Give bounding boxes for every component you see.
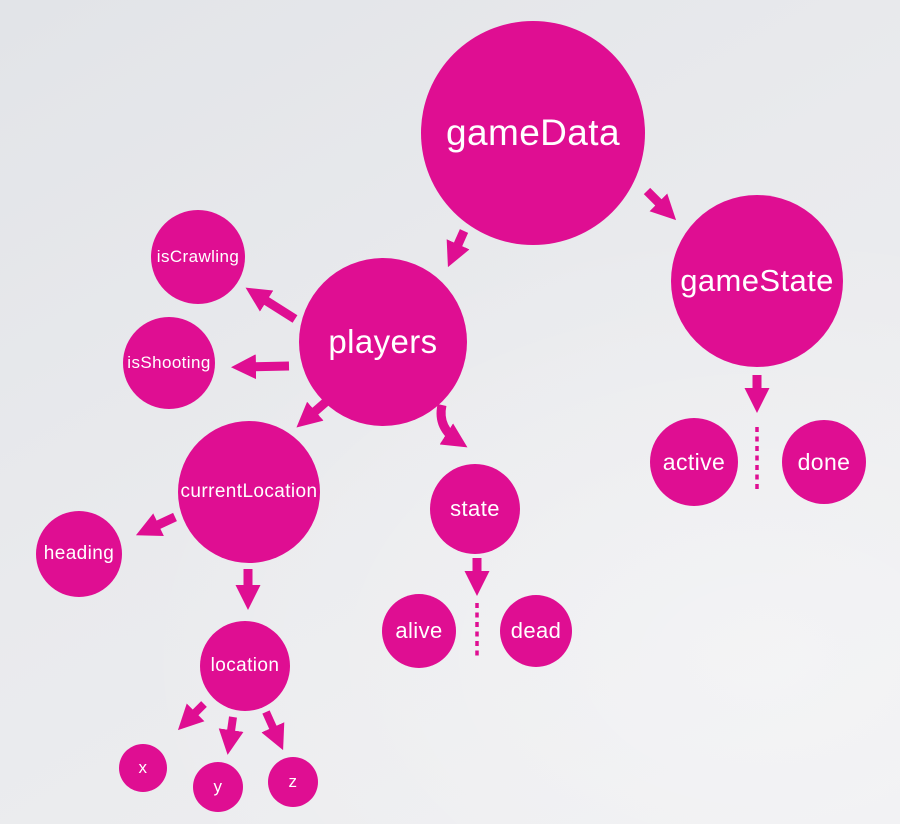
node-x: x	[119, 744, 167, 792]
node-gamestate: gameState	[671, 195, 843, 367]
node-state-label: state	[450, 496, 500, 521]
arrow-players-iscrawling	[245, 287, 298, 323]
node-isshooting-label: isShooting	[127, 353, 211, 372]
node-y-label: y	[213, 777, 223, 796]
node-location-label: location	[210, 655, 280, 676]
node-dead: dead	[500, 595, 572, 667]
node-location: location	[200, 621, 290, 711]
node-alive: alive	[382, 594, 456, 668]
node-heading-label: heading	[43, 543, 115, 564]
node-gamedata-label: gameData	[446, 112, 620, 153]
arrow-location-y	[218, 716, 244, 755]
node-z: z	[268, 757, 318, 807]
node-players-label: players	[328, 323, 438, 360]
node-gamestate-label: gameState	[680, 263, 834, 298]
node-isshooting: isShooting	[123, 317, 215, 409]
node-alive-label: alive	[395, 618, 443, 643]
node-currentlocation: currentLocation	[178, 421, 320, 563]
arrow-gamedata-players	[446, 229, 470, 268]
arrow-players-isshooting	[231, 354, 290, 380]
arrow-gamedata-gamestate	[643, 187, 677, 221]
node-players: players	[299, 258, 467, 426]
node-active: active	[650, 418, 738, 506]
node-y: y	[193, 762, 243, 812]
node-dead-label: dead	[510, 618, 562, 643]
node-z-label: z	[288, 772, 298, 791]
node-iscrawling: isCrawling	[151, 210, 245, 304]
node-state: state	[430, 464, 520, 554]
arrow-location-x	[177, 701, 207, 731]
node-done: done	[782, 420, 866, 504]
node-active-label: active	[662, 448, 726, 475]
node-x-label: x	[138, 758, 148, 777]
node-heading: heading	[36, 511, 122, 597]
node-currentlocation-label: currentLocation	[180, 481, 318, 502]
node-gamedata: gameData	[421, 21, 645, 245]
arrow-currentlocation-heading	[135, 512, 177, 536]
arrow-players-state	[436, 404, 468, 448]
node-done-label: done	[797, 448, 851, 475]
arrow-location-z	[261, 710, 285, 751]
node-iscrawling-label: isCrawling	[156, 247, 240, 266]
arrow-players-currentlocation	[296, 397, 330, 428]
